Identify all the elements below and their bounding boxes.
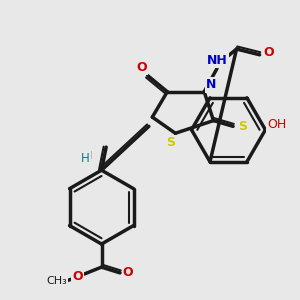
Text: OH: OH [267, 118, 286, 130]
Text: O: O [136, 61, 147, 74]
Text: S: S [166, 136, 175, 149]
Text: O: O [263, 46, 274, 59]
Text: O: O [123, 266, 134, 279]
Text: NH: NH [206, 54, 227, 67]
Text: H: H [83, 151, 92, 161]
Text: O: O [72, 270, 83, 283]
Text: S: S [238, 120, 247, 133]
Text: N: N [206, 78, 216, 91]
Text: H: H [81, 152, 90, 165]
Text: CH₃: CH₃ [46, 276, 67, 286]
